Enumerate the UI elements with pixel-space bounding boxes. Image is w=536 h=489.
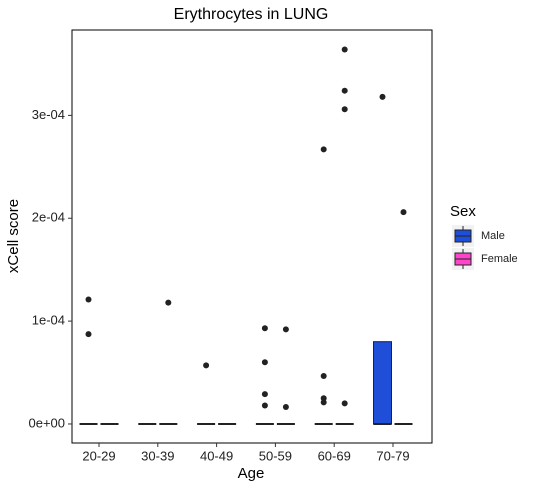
outlier bbox=[320, 395, 327, 402]
outlier bbox=[320, 399, 327, 406]
x-tick-label: 40-49 bbox=[200, 448, 233, 463]
y-tick-label: 2e-04 bbox=[32, 210, 65, 225]
x-tick-label: 20-29 bbox=[82, 448, 115, 463]
x-tick-label: 60-69 bbox=[318, 448, 351, 463]
outlier bbox=[282, 326, 289, 333]
x-tick-label: 70-79 bbox=[376, 448, 409, 463]
x-axis-title: Age bbox=[238, 465, 265, 482]
outlier bbox=[341, 400, 348, 407]
chart-title: Erythrocytes in LUNG bbox=[174, 6, 329, 23]
outlier bbox=[261, 359, 268, 366]
outlier bbox=[261, 325, 268, 332]
y-tick-label: 0e+00 bbox=[28, 415, 65, 430]
outlier bbox=[320, 146, 327, 153]
outlier bbox=[320, 373, 327, 380]
outlier bbox=[261, 402, 268, 409]
outlier bbox=[341, 106, 348, 113]
box bbox=[373, 341, 392, 425]
outlier bbox=[203, 362, 210, 369]
outlier bbox=[85, 331, 92, 338]
outlier bbox=[282, 403, 289, 410]
outlier bbox=[165, 299, 172, 306]
outlier bbox=[379, 93, 386, 100]
x-tick-label: 50-59 bbox=[259, 448, 292, 463]
outlier bbox=[341, 46, 348, 53]
y-axis-title: xCell score bbox=[5, 199, 22, 273]
panel-border bbox=[71, 29, 433, 444]
x-tick-label: 30-39 bbox=[141, 448, 174, 463]
y-tick-label: 3e-04 bbox=[32, 107, 65, 122]
outlier bbox=[341, 87, 348, 94]
legend-label: Female bbox=[481, 253, 518, 265]
y-tick-label: 1e-04 bbox=[32, 313, 65, 328]
legend-title: Sex bbox=[450, 203, 476, 220]
outlier bbox=[400, 209, 407, 216]
outlier bbox=[261, 391, 268, 398]
outlier bbox=[85, 296, 92, 303]
legend-label: Male bbox=[481, 230, 505, 242]
